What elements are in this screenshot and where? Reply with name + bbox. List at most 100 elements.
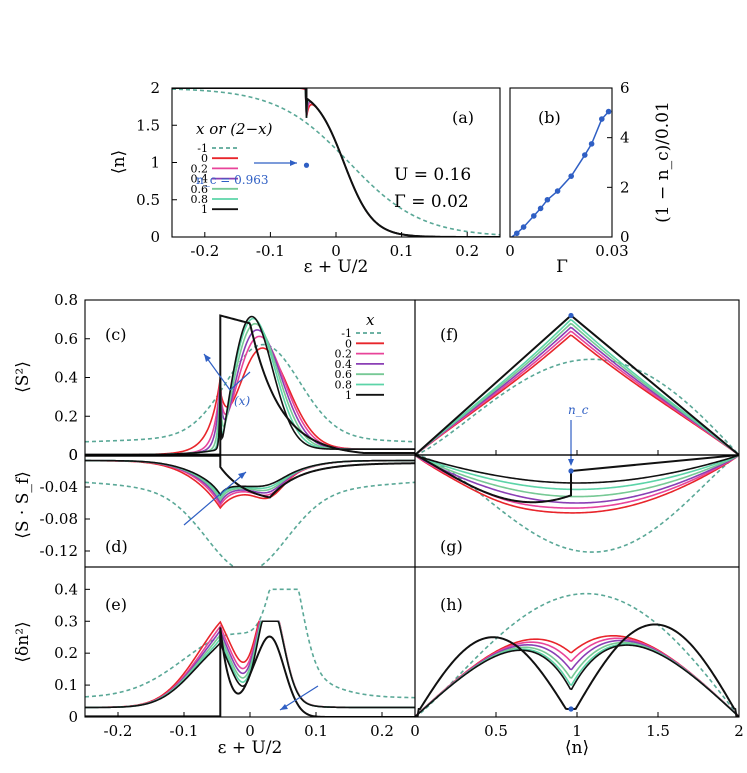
ylabel-b: (1 − n_c)/0.01 [653, 101, 673, 223]
x-tick-label: -0.1 [256, 242, 285, 260]
legend-a-label: 0.8 [191, 193, 209, 206]
series-g-0.8 [415, 455, 739, 491]
legend-a-label: 0.4 [191, 173, 209, 186]
series-a-1 [172, 88, 500, 237]
series-f-0.4 [415, 326, 739, 455]
series-g-0.4 [415, 455, 739, 504]
series-e-1 [85, 627, 415, 717]
legend-c-label: 0.8 [335, 379, 353, 392]
series-b-point [520, 224, 527, 230]
legend-c-label: -1 [341, 327, 352, 340]
x-tick-label: 0 [331, 242, 341, 260]
y-tick-label: 1.5 [136, 116, 160, 134]
series-f-0.8 [415, 318, 739, 455]
series-c-0.4 [85, 329, 415, 455]
series-c-0.8 [85, 317, 415, 455]
series-d-0 [85, 459, 415, 510]
series-d-0.2 [85, 459, 415, 507]
series-g-1 [415, 455, 739, 484]
y-tick-label: -0.04 [40, 478, 78, 496]
tag-d: (d) [105, 537, 128, 556]
x-tick-label: 0.2 [370, 722, 394, 740]
series-c-dashed [85, 343, 415, 443]
e-trend-arrow-head [280, 704, 288, 710]
series-f-dashed [415, 358, 739, 455]
nc-marker-arrow-head [568, 459, 575, 466]
y-tick-label: 0 [68, 708, 78, 726]
series-e-dashed [85, 588, 415, 699]
series-f-0 [415, 334, 739, 455]
e-trend-arrow [279, 685, 319, 711]
y-tick-label: 1 [150, 154, 160, 172]
legend-a-label: -1 [197, 142, 208, 155]
x-tick-label: 0 [245, 722, 255, 740]
tag-h: (h) [440, 595, 463, 614]
y-tick-label: 0.3 [54, 612, 78, 630]
series-b [511, 111, 610, 237]
series-f-0.6 [415, 322, 739, 455]
c-trend-arrow-head [204, 354, 211, 362]
nc-annotation: n_c = 0.963 [196, 173, 269, 187]
ylabel-d: ⟨S · S_f⟩ [13, 471, 33, 539]
x-tick-label: 1 [572, 722, 582, 740]
series-b-point [588, 141, 595, 147]
frame-a [171, 87, 501, 238]
series-b-point [531, 213, 537, 219]
f-critical-point [568, 312, 574, 319]
series-g-dashed [415, 455, 739, 553]
legend-c-label: 1 [345, 389, 352, 402]
frame-b [509, 87, 613, 238]
legend-c-label: 0.4 [335, 358, 353, 371]
legend-c-title: x [366, 311, 375, 329]
axis-frames [84, 87, 740, 718]
xlabel-e: ε + U/2 [218, 738, 283, 758]
series-d-dashed [85, 481, 415, 567]
legend-a-label: 0.2 [191, 162, 209, 175]
y-tick-label: 6 [620, 79, 630, 97]
tag-c: (c) [105, 325, 126, 344]
c-arrow-label: (x) [234, 394, 250, 408]
ylabel-a: ⟨n⟩ [109, 150, 129, 174]
y-tick-label: 0.8 [54, 291, 78, 309]
series-b-point [582, 152, 588, 158]
y-tick-label: 0.5 [136, 191, 160, 209]
series-a-0 [172, 88, 500, 237]
y-tick-label: 0 [620, 228, 630, 246]
y-tick-label: -0.08 [40, 510, 78, 528]
series-b-point [599, 116, 605, 122]
y-tick-label: 2 [620, 178, 630, 196]
xlabel-a: ε + U/2 [304, 257, 369, 277]
series-g-0.6 [415, 455, 739, 498]
y-tick-label: 0.2 [54, 407, 78, 425]
legend-a-label: 0.6 [191, 183, 209, 196]
x-tick-label: 0 [505, 242, 515, 260]
x-tick-label: -0.2 [190, 242, 219, 260]
series-d-1 [85, 455, 415, 499]
tag-f: (f) [440, 325, 458, 344]
legend-a-title: x or (2−x) [196, 120, 273, 138]
y-tick-label: 0.1 [54, 676, 78, 694]
tag-b: (b) [538, 108, 561, 127]
y-tick-label: 0.4 [54, 580, 78, 598]
param-u: U = 0.16 [394, 165, 471, 185]
d-trend-arrow [183, 471, 247, 526]
series-d-0.6 [85, 459, 415, 502]
series-h-1 [415, 623, 739, 717]
x-tick-label: 2 [734, 722, 744, 740]
x-tick-label: 0.1 [304, 722, 328, 740]
series-g-1 [415, 455, 739, 504]
legend-a-label: 0 [201, 152, 208, 165]
d-trend-arrow-head [238, 472, 246, 479]
frame-f [414, 299, 740, 456]
x-tick-label: 1.5 [646, 722, 670, 740]
legend-c-label: 0.2 [335, 348, 353, 361]
series-b-point [605, 108, 612, 115]
series-b-point [568, 173, 574, 179]
x-tick-label: 0 [410, 722, 420, 740]
legend-a-label: 1 [201, 203, 208, 216]
g-critical-point [568, 468, 574, 474]
series-a-dashed [172, 88, 500, 236]
x-tick-label: 0.5 [484, 722, 508, 740]
legend-c-label: 0.6 [335, 368, 353, 381]
